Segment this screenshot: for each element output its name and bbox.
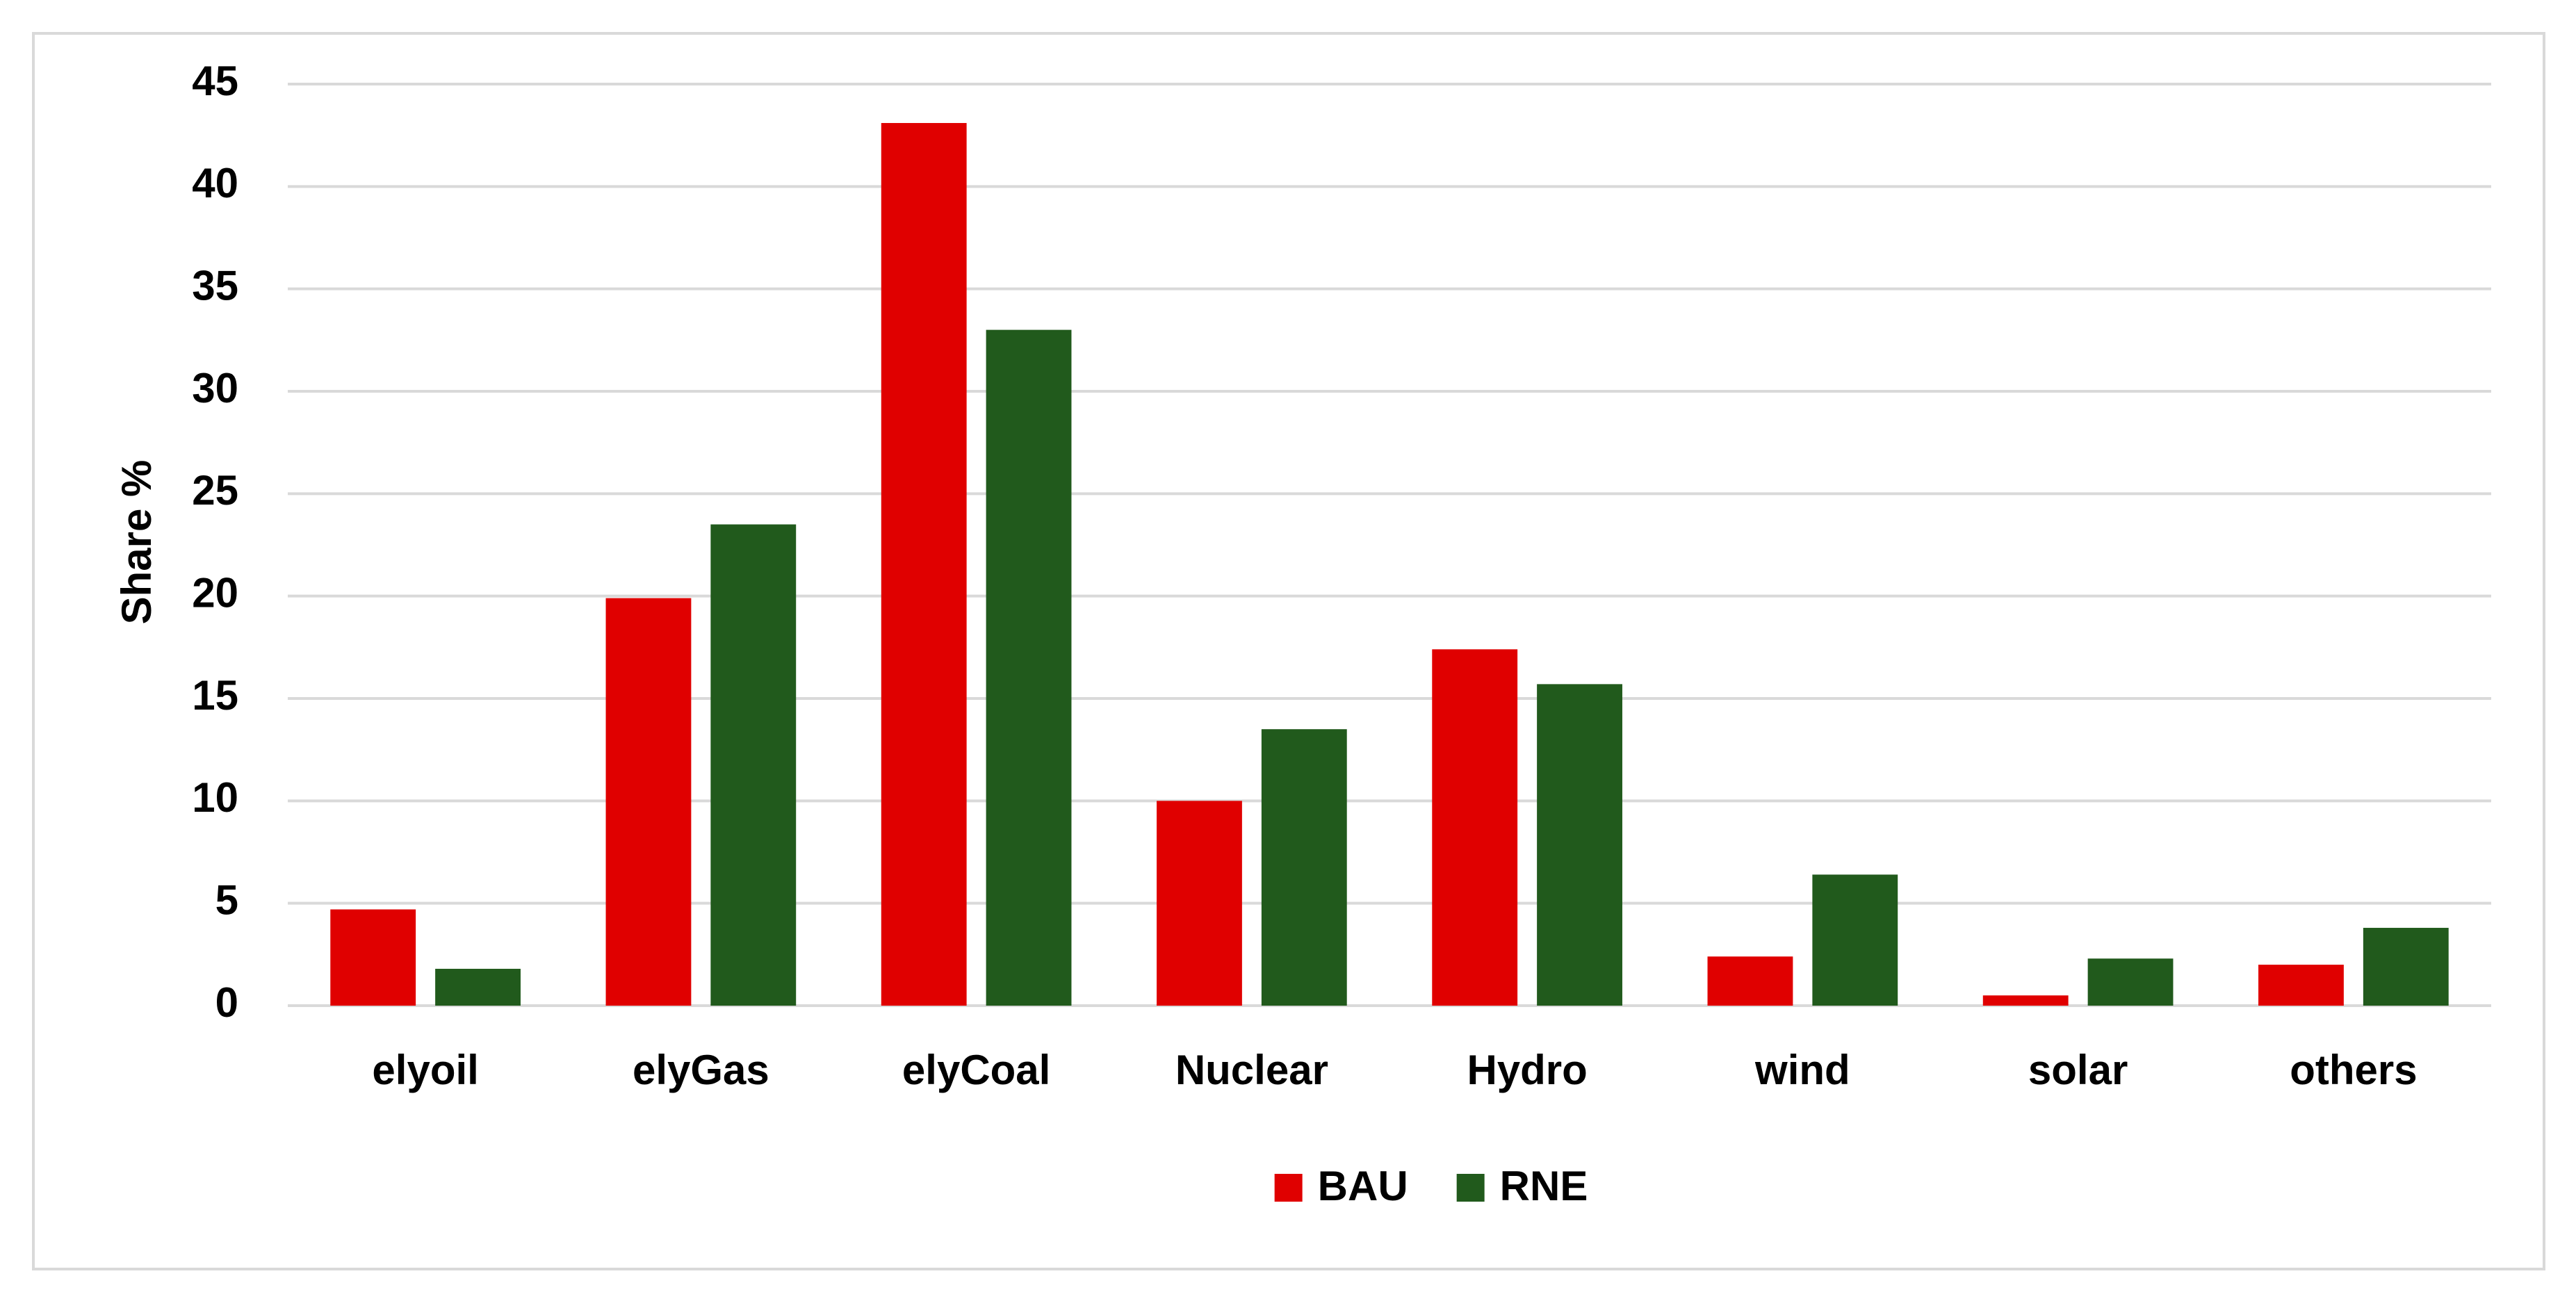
bar bbox=[2258, 965, 2344, 1006]
bar bbox=[1432, 649, 1518, 1006]
legend-swatch bbox=[1456, 1174, 1485, 1202]
y-tick-label: 10 bbox=[192, 774, 238, 821]
y-tick-label: 35 bbox=[192, 263, 238, 309]
bar bbox=[435, 968, 521, 1006]
y-tick-label: 15 bbox=[192, 672, 238, 719]
y-tick-label: 45 bbox=[192, 58, 238, 104]
x-tick-label: elyCoal bbox=[902, 1047, 1050, 1093]
bar bbox=[330, 909, 416, 1006]
bar bbox=[1707, 956, 1793, 1006]
legend-item: BAU bbox=[1274, 1163, 1408, 1209]
bar bbox=[1537, 684, 1622, 1006]
legend-item: RNE bbox=[1456, 1163, 1588, 1209]
bar bbox=[2363, 928, 2449, 1006]
bar bbox=[1261, 729, 1347, 1006]
bar bbox=[710, 524, 797, 1006]
y-axis-label: Share % bbox=[113, 460, 160, 625]
bar bbox=[986, 329, 1072, 1006]
legend-swatch bbox=[1274, 1174, 1303, 1202]
y-tick-label: 20 bbox=[192, 570, 238, 616]
x-tick-label: elyoil bbox=[372, 1047, 478, 1093]
x-tick-label: elyGas bbox=[633, 1047, 769, 1093]
x-tick-label: wind bbox=[1754, 1047, 1850, 1093]
chart-border bbox=[32, 32, 2545, 1270]
bar bbox=[605, 598, 692, 1006]
y-tick-label: 40 bbox=[192, 160, 238, 206]
legend-label: RNE bbox=[1500, 1163, 1588, 1209]
y-tick-label: 0 bbox=[215, 979, 238, 1026]
bar bbox=[1157, 801, 1242, 1006]
y-tick-label: 5 bbox=[215, 877, 238, 924]
x-tick-label: Hydro bbox=[1467, 1047, 1587, 1093]
x-tick-label: Nuclear bbox=[1175, 1047, 1328, 1093]
bar bbox=[2087, 958, 2174, 1006]
bar bbox=[881, 122, 967, 1006]
bar bbox=[1812, 874, 1898, 1006]
x-tick-label: solar bbox=[2028, 1047, 2128, 1093]
y-tick-label: 30 bbox=[192, 365, 238, 411]
y-tick-label: 25 bbox=[192, 467, 238, 514]
x-tick-label: others bbox=[2290, 1047, 2417, 1093]
bar bbox=[1982, 995, 2069, 1006]
legend-label: BAU bbox=[1318, 1163, 1408, 1209]
